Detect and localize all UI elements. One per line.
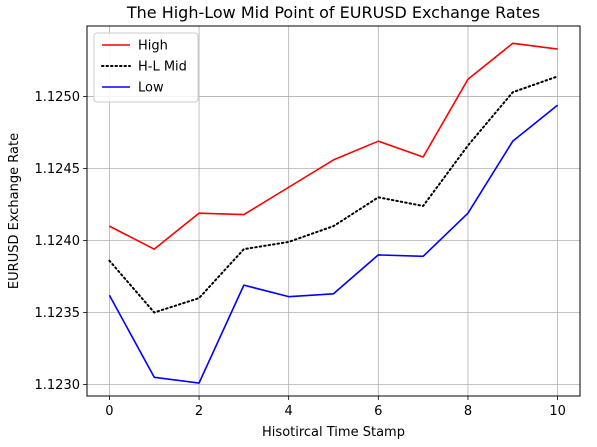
chart-title: The High-Low Mid Point of EURUSD Exchang… [126, 3, 540, 22]
series-line-low [108, 104, 559, 384]
legend-label: Low [138, 81, 164, 96]
series-layer [108, 42, 559, 384]
y-axis: 1.1230 1.1235 1.1240 1.1245 1.1250 [35, 90, 87, 393]
legend-box [93, 32, 199, 103]
legend: High H-L Mid Low [93, 32, 199, 103]
plot-frame [86, 25, 581, 397]
y-tick-label: 1.1235 [35, 306, 81, 321]
legend-label: H-L Mid [138, 60, 187, 75]
y-tick-label: 1.1250 [35, 90, 81, 105]
x-axis-label: Hisotircal Time Stamp [262, 425, 405, 440]
x-axis: 0 2 4 6 8 10 [105, 396, 566, 419]
x-tick-label: 8 [464, 404, 472, 419]
y-axis-label: EURUSD Exchange Rate [7, 133, 22, 289]
y-tick-label: 1.1240 [35, 234, 81, 249]
x-tick-label: 10 [549, 404, 566, 419]
x-tick-label: 2 [195, 404, 203, 419]
legend-label: High [138, 39, 168, 54]
series-line-high [109, 42, 558, 250]
x-tick-label: 4 [285, 404, 293, 419]
y-tick-label: 1.1230 [35, 378, 81, 393]
series-line-h-l-mid [108, 75, 559, 314]
x-tick-label: 0 [105, 404, 113, 419]
x-tick-label: 6 [374, 404, 382, 419]
y-tick-label: 1.1245 [35, 162, 81, 177]
